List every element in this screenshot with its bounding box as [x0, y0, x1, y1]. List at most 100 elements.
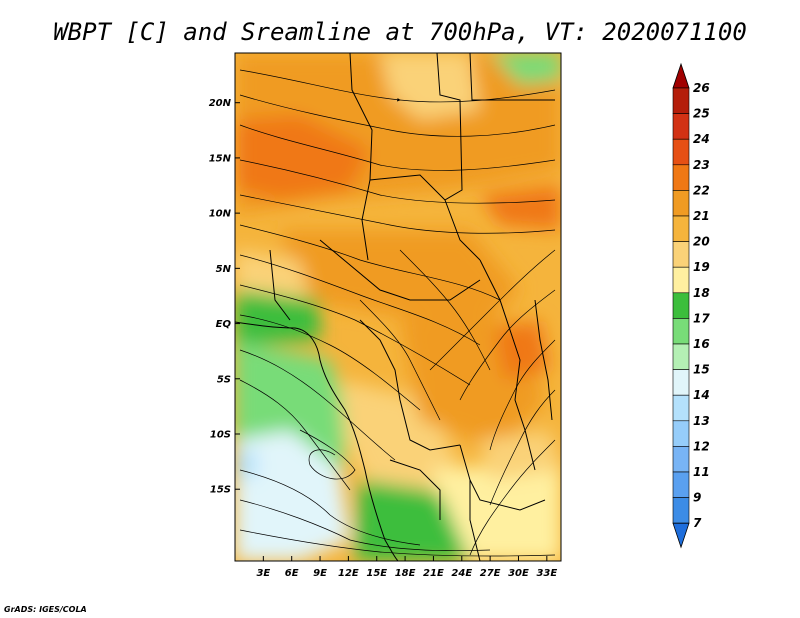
colorbar-bin	[672, 420, 690, 447]
grads-credit: GrADS: IGES/COLA	[4, 605, 87, 614]
border	[459, 444, 546, 511]
colorbar-bin	[672, 292, 690, 319]
border	[319, 239, 481, 301]
streamline	[239, 194, 556, 234]
colorbar-bin	[672, 266, 690, 294]
border	[349, 53, 373, 261]
streamline	[239, 379, 351, 491]
x-tick-label: 15E	[366, 568, 387, 579]
y-tick-label: 15N	[209, 153, 232, 164]
x-tick-label: 6E	[285, 568, 299, 579]
streamline	[239, 124, 556, 171]
streamline	[239, 224, 501, 301]
field-region-tanzania	[480, 430, 561, 480]
colorbar-label: 23	[693, 158, 710, 172]
colorbar-label: 9	[693, 491, 701, 505]
y-axis: 20N 15N 10N 5N EQ 5S 10S 15S	[209, 98, 240, 496]
colorbar-bin	[672, 215, 690, 242]
border	[389, 459, 441, 520]
colorbar-bin	[672, 471, 690, 498]
streamline	[239, 349, 396, 461]
streamline	[469, 439, 556, 556]
colorbar-label: 7	[693, 516, 702, 530]
y-tick-label: 10S	[210, 430, 231, 441]
x-tick-label: 12E	[338, 568, 359, 579]
colorbar-bin	[672, 164, 690, 191]
streamline	[399, 249, 491, 371]
colorbar-label: 15	[693, 363, 710, 377]
colorbar-label: 16	[693, 337, 710, 351]
field-region-north-warm	[235, 115, 370, 200]
x-tick-label: 3E	[256, 568, 270, 579]
field-region-south-green	[355, 480, 470, 561]
y-tick-label: 5S	[217, 374, 231, 385]
border	[359, 319, 461, 451]
field-region-northeast-green	[490, 53, 561, 85]
colorbar-label: 19	[693, 260, 710, 274]
border	[269, 249, 291, 321]
colorbar-triangle-top	[672, 62, 690, 89]
x-tick-label: 21E	[423, 568, 444, 579]
streamline	[239, 94, 556, 137]
colorbar-label: 17	[693, 311, 710, 325]
colorbar-bin	[672, 446, 690, 473]
colorbar-bin	[672, 113, 690, 140]
streamline	[429, 249, 556, 371]
border	[436, 53, 481, 261]
x-axis: 3E 6E 9E 12E 15E 18E 21E 24E 27E 30E 33E	[256, 556, 557, 579]
y-tick-label: 10N	[209, 209, 232, 220]
field-region-southeast-light	[430, 460, 561, 561]
field-region-central	[280, 230, 520, 330]
streamlines	[239, 69, 556, 557]
colorbar-label: 26	[693, 81, 710, 95]
border	[479, 259, 536, 471]
streamline	[239, 159, 556, 204]
streamline	[239, 314, 421, 411]
colorbar-label: 20	[693, 235, 710, 249]
chart-title: WBPT [C] and Sreamline at 700hPa, VT: 20…	[53, 18, 747, 46]
streamline	[239, 499, 491, 552]
colorbar-triangle-bottom	[672, 522, 690, 549]
colorbar-label: 25	[693, 107, 710, 121]
streamline	[359, 299, 441, 421]
colorbar-bin	[672, 190, 690, 217]
map-plot-area	[235, 53, 561, 561]
streamline	[239, 69, 556, 103]
streamline	[239, 254, 481, 346]
coastline	[235, 321, 399, 561]
colorbar-bin	[672, 343, 690, 370]
colorbar-bin	[672, 318, 690, 345]
colorbar-bin	[672, 497, 690, 524]
colorbar-bin	[672, 138, 690, 166]
y-tick-label: EQ	[216, 319, 232, 330]
colorbar-bin	[672, 87, 690, 114]
border	[469, 53, 555, 101]
streamline	[299, 429, 356, 480]
x-tick-label: 24E	[451, 568, 472, 579]
colorbar-label: 18	[693, 286, 710, 300]
streamline	[489, 389, 556, 506]
colorbar: 7 9 11 12 13 14 15 16 17 18 19 20 21 22 23 24 25 26	[672, 62, 710, 549]
border	[369, 174, 446, 201]
y-tick-label: 15S	[210, 485, 231, 496]
field-region-northeast-light	[380, 53, 480, 120]
x-tick-label: 33E	[536, 568, 557, 579]
colorbar-label: 12	[693, 439, 710, 453]
colorbar-bin	[672, 241, 690, 268]
x-tick-label: 27E	[480, 568, 501, 579]
colorbar-bin	[672, 369, 690, 396]
field-region-atlantic-cold	[235, 450, 258, 480]
y-tick-label: 5N	[216, 264, 232, 275]
border	[534, 299, 553, 421]
x-tick-label: 18E	[395, 568, 416, 579]
country-borders	[235, 53, 555, 561]
temperature-field	[235, 53, 561, 561]
colorbar-label: 11	[693, 465, 710, 479]
colorbar-label: 24	[693, 132, 710, 146]
y-tick-label: 20N	[209, 98, 232, 109]
plot-frame	[234, 52, 562, 562]
field-region-east-warm	[480, 185, 561, 230]
colorbar-label: 14	[693, 388, 710, 402]
colorbar-label: 22	[693, 183, 710, 197]
